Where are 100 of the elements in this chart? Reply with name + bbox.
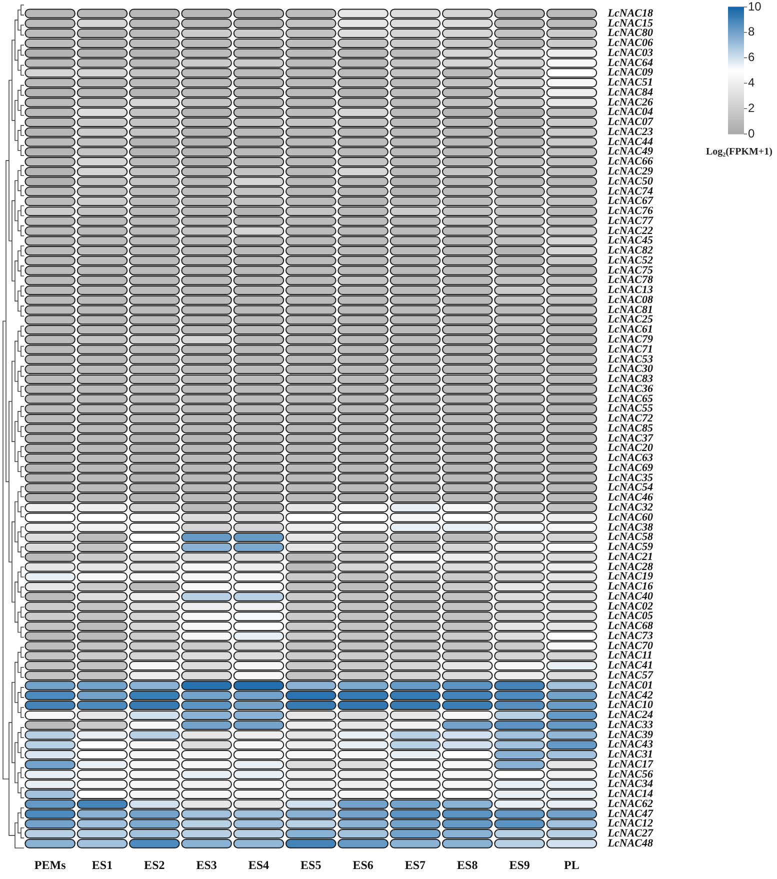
y-tick-label: LcNAC85 [606,422,654,434]
y-tick-label: LcNAC05 [606,610,654,622]
x-tick-label: ES4 [248,858,270,872]
y-tick-label: LcNAC63 [606,452,654,464]
y-tick-label: LcNAC33 [606,718,654,731]
y-tick-label: LcNAC64 [606,56,654,69]
y-tick-label: LcNAC09 [606,66,654,79]
y-tick-label: LcNAC08 [606,294,654,306]
y-tick-label: LcNAC59 [606,541,654,554]
y-tick-label: LcNAC25 [606,314,654,326]
y-tick-label: LcNAC67 [606,195,654,208]
y-tick-label: LcNAC47 [606,808,654,820]
y-tick-label: LcNAC82 [606,244,654,257]
y-tick-label: LcNAC68 [606,620,654,632]
y-tick-label: LcNAC28 [606,560,654,573]
y-tick-label: LcNAC77 [606,214,654,227]
y-tick-label: LcNAC21 [606,550,654,563]
y-tick-label: LcNAC56 [606,768,654,780]
y-tick-label: LcNAC04 [606,106,654,118]
y-tick-label: LcNAC44 [606,136,654,148]
y-tick-label: LcNAC61 [606,324,654,336]
y-tick-label: LcNAC52 [606,254,654,266]
y-tick-label: LcNAC31 [606,748,654,761]
y-tick-label: LcNAC41 [606,660,654,672]
y-tick-label: LcNAC22 [606,224,654,237]
y-tick-label: LcNAC51 [606,76,654,89]
y-tick-label: LcNAC18 [606,7,654,20]
y-tick-label: LcNAC40 [606,590,654,602]
y-tick-label: LcNAC74 [606,185,654,198]
y-tick-label: LcNAC62 [606,798,654,810]
y-tick-label: LcNAC36 [606,382,654,395]
y-tick-label: LcNAC79 [606,334,654,346]
color-bar-label: 0 [748,126,755,140]
y-tick-label: LcNAC24 [606,709,654,722]
y-tick-label: LcNAC84 [606,86,654,98]
color-bar-label: 10 [748,0,762,14]
color-bar-label: 4 [748,76,755,90]
y-tick-label: LcNAC34 [606,778,654,790]
x-tick-label: ES2 [144,858,165,872]
color-bar-title: Log₂(FPKM+1) [706,146,772,158]
x-tick-label: ES6 [352,858,374,872]
y-tick-label: LcNAC70 [606,640,654,652]
y-tick-label: LcNAC58 [606,531,654,544]
y-tick-label: LcNAC81 [606,304,654,316]
y-tick-label: LcNAC76 [606,205,654,218]
y-tick-label: LcNAC02 [606,600,654,612]
y-tick-label: LcNAC80 [606,27,654,40]
y-tick-label: LcNAC45 [606,234,654,247]
y-tick-label: LcNAC53 [606,353,654,366]
y-tick-label: LcNAC26 [606,96,654,108]
y-tick-label: LcNAC17 [606,758,654,770]
x-tick-label: ES8 [457,858,478,872]
y-tick-label: LcNAC23 [606,126,654,138]
y-tick-label: LcNAC46 [606,492,654,504]
x-tick-label: ES3 [196,858,217,872]
y-tick-label: LcNAC20 [606,442,654,454]
y-tick-label: LcNAC55 [606,402,654,415]
x-tick-label: ES9 [509,858,530,872]
x-tick-label: PL [564,858,580,872]
y-tick-label: LcNAC66 [606,156,654,168]
y-tick-label: LcNAC72 [606,412,654,425]
y-tick-label: LcNAC12 [606,818,654,830]
y-tick-label: LcNAC15 [606,17,654,30]
y-tick-label: LcNAC54 [606,482,654,494]
x-tick-label: ES7 [404,858,426,872]
y-tick-label: LcNAC39 [606,728,654,741]
color-bar-label: 2 [748,100,755,115]
color-bar-label: 6 [748,50,755,64]
y-tick-label: LcNAC73 [606,630,654,642]
y-tick-label: LcNAC35 [606,472,654,484]
y-tick-label: LcNAC16 [606,580,654,593]
y-tick-label: LcNAC27 [606,828,654,840]
y-tick-label: LcNAC29 [606,166,654,178]
y-tick-label: LcNAC60 [606,511,654,524]
y-tick-label: LcNAC69 [606,462,654,474]
y-tick-label: LcNAC78 [606,274,654,286]
y-tick-label: LcNAC38 [606,521,654,534]
y-tick-label: LcNAC03 [606,46,654,59]
y-tick-label: LcNAC37 [606,432,654,444]
x-tick-label: ES1 [92,858,113,872]
y-tick-label: LcNAC19 [606,570,654,583]
y-tick-label: LcNAC11 [606,650,652,662]
y-tick-label: LcNAC14 [606,788,654,800]
y-tick-label: LcNAC42 [606,689,654,702]
y-tick-label: LcNAC49 [606,146,654,158]
color-bar-label: 8 [748,24,755,39]
x-tick-label: ES5 [300,858,322,872]
y-tick-label: LcNAC07 [606,116,654,128]
y-tick-label: LcNAC01 [606,679,654,692]
y-tick-label: LcNAC13 [606,284,654,296]
y-tick-label: LcNAC50 [606,175,654,188]
y-tick-label: LcNAC75 [606,264,654,276]
y-tick-label: LcNAC83 [606,373,654,386]
y-tick-label: LcNAC65 [606,392,654,405]
y-tick-label: LcNAC57 [606,670,654,682]
y-tick-label: LcNAC32 [606,502,654,514]
x-tick-label: PEMs [34,858,66,872]
y-tick-label: LcNAC71 [606,343,654,356]
y-tick-label: LcNAC10 [606,699,654,712]
y-tick-label: LcNAC06 [606,37,654,50]
